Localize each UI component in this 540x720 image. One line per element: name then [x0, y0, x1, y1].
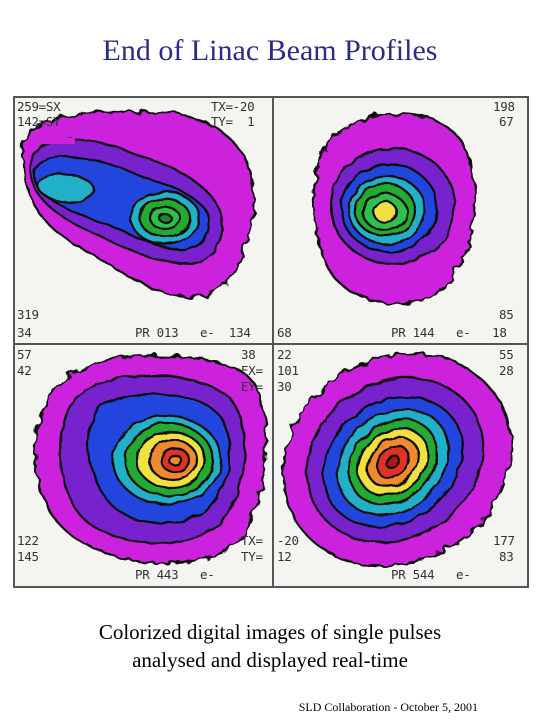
- tr-label-2: 67: [499, 114, 514, 129]
- br-label-bottom: PR 544 e-: [391, 567, 471, 582]
- footer-credit: SLD Collaboration - October 5, 2001: [298, 700, 478, 714]
- bl-label-ex: EX=: [241, 363, 263, 378]
- tr-label-bottom: PR 144 e- 18: [391, 325, 507, 340]
- profile-bottom-left: [33, 354, 268, 565]
- bl-label-ty: TY=: [241, 549, 263, 564]
- tl-label-sy: 142=SY: [17, 114, 61, 129]
- br-label-3: 30: [277, 379, 292, 394]
- br-label-tr1: 55: [499, 347, 514, 362]
- page-title: End of Linac Beam Profiles: [102, 34, 438, 67]
- tl-label-sx: 259=SX: [17, 99, 61, 114]
- bl-label-bl1: 122: [17, 533, 39, 548]
- bl-label-2: 42: [17, 363, 32, 378]
- br-label-2: 101: [277, 363, 299, 378]
- beam-profiles-image: [15, 98, 527, 586]
- bl-label-bl2: 145: [17, 549, 39, 564]
- br-label-tr2: 28: [499, 363, 514, 378]
- tl-label-ty: TY= 1: [211, 114, 255, 129]
- tl-label-bl2: 34: [17, 325, 32, 340]
- tl-label-bottom: PR 013 e- 134: [135, 325, 251, 340]
- br-label-br1: 177: [493, 533, 515, 548]
- tr-label-1: 198: [493, 99, 515, 114]
- profile-top-right: [312, 112, 477, 305]
- profile-top-left: [21, 110, 255, 299]
- caption-line-1: Colorized digital images of single pulse…: [98, 620, 442, 644]
- caption-line-2: analysed and displayed real-time: [132, 648, 408, 672]
- beam-profiles-figure: 259=SX 142=SY TX=-20 TY= 1 319 34 PR 013…: [13, 96, 529, 588]
- bl-label-bottom: PR 443 e-: [135, 567, 215, 582]
- bl-label-tr1: 38: [241, 347, 256, 362]
- br-label-bl2: 12: [277, 549, 292, 564]
- br-label-bl1: -20: [277, 533, 299, 548]
- bl-label-ey: EY=: [241, 379, 263, 394]
- tr-label-br1: 85: [499, 307, 514, 322]
- br-label-br2: 83: [499, 549, 514, 564]
- tl-label-bl1: 319: [17, 307, 39, 322]
- profile-bottom-right: [281, 352, 513, 568]
- tr-label-bl2: 68: [277, 325, 292, 340]
- bl-label-1: 57: [17, 347, 32, 362]
- br-label-1: 22: [277, 347, 292, 362]
- bl-label-tx: TX=: [241, 533, 263, 548]
- indicator-bar: [29, 138, 75, 144]
- tl-label-tx: TX=-20: [211, 99, 255, 114]
